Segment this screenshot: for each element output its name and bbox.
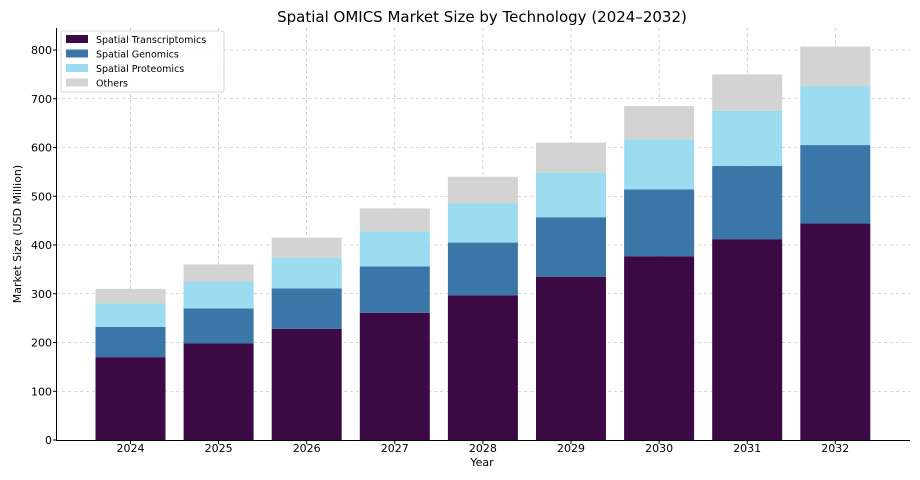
bar-segment-spatial-transcriptomics [800, 223, 871, 440]
legend-label: Spatial Transcriptomics [96, 35, 206, 46]
bar-segment-spatial-proteomics [536, 172, 606, 218]
x-tick-label: 2032 [821, 442, 849, 455]
bar-segment-spatial-transcriptomics [447, 295, 518, 440]
y-tick-label: 200 [31, 337, 52, 350]
bar-segment-others [183, 264, 254, 282]
bar-segment-spatial-transcriptomics [359, 312, 430, 440]
bar-segment-spatial-genomics [624, 189, 695, 257]
bar-segment-others [712, 74, 783, 111]
bar-segment-others [800, 46, 871, 87]
bar-segment-spatial-genomics [536, 217, 606, 277]
bar-segment-spatial-proteomics [624, 139, 695, 190]
chart-title: Spatial OMICS Market Size by Technology … [277, 8, 687, 26]
x-tick-label: 2029 [557, 442, 585, 455]
y-tick-label: 700 [31, 93, 52, 106]
bar-segment-spatial-transcriptomics [624, 256, 695, 440]
y-tick-label: 300 [31, 288, 52, 301]
y-tick-labels: 0 100 200 300 400 500 600 700 800 [31, 44, 56, 447]
bar-segment-spatial-genomics [712, 166, 783, 240]
bar-segment-spatial-genomics [271, 288, 342, 329]
legend-swatch [66, 78, 88, 87]
bar-segment-spatial-proteomics [712, 110, 783, 167]
bar-segment-spatial-transcriptomics [183, 343, 254, 440]
bar-segment-spatial-proteomics [271, 257, 342, 289]
legend-label: Spatial Genomics [96, 50, 179, 61]
bar-segment-others [447, 176, 518, 204]
x-tick-labels: 2024 2025 2026 2027 2028 2029 2030 2031 2032 [117, 440, 849, 455]
bar-segment-spatial-proteomics [183, 281, 254, 309]
bar-segment-spatial-transcriptomics [536, 276, 606, 440]
x-tick-label: 2027 [381, 442, 409, 455]
y-tick-label: 800 [31, 44, 52, 57]
bar-segment-others [95, 288, 166, 304]
bar-segment-spatial-transcriptomics [712, 239, 783, 440]
bar-segment-others [271, 237, 342, 258]
y-tick-label: 500 [31, 190, 52, 203]
bar-segment-spatial-proteomics [800, 86, 871, 146]
bar-segment-spatial-genomics [359, 266, 430, 313]
bar-segment-spatial-genomics [183, 308, 254, 344]
y-tick-label: 100 [31, 385, 52, 398]
bar-layer [95, 46, 871, 440]
bar-segment-others [359, 208, 430, 232]
bar-segment-spatial-proteomics [359, 231, 430, 267]
x-tick-label: 2025 [205, 442, 233, 455]
bar-segment-others [536, 142, 606, 173]
x-tick-label: 2026 [293, 442, 321, 455]
x-tick-label: 2030 [645, 442, 673, 455]
bar-segment-spatial-genomics [447, 242, 518, 296]
y-tick-label: 400 [31, 239, 52, 252]
y-tick-label: 0 [45, 434, 52, 447]
legend-swatch [66, 35, 88, 43]
x-axis-label: Year [469, 456, 494, 469]
legend: Spatial Transcriptomics Spatial Genomics S… [60, 30, 225, 93]
bar-segment-others [624, 106, 695, 140]
legend-frame [60, 30, 225, 93]
legend-swatch [66, 64, 88, 72]
bar-segment-spatial-proteomics [447, 203, 518, 243]
y-tick-label: 600 [31, 142, 52, 155]
bar-segment-spatial-genomics [800, 145, 871, 224]
x-tick-label: 2028 [469, 442, 497, 455]
y-axis-label: Market Size (USD Million) [11, 165, 24, 303]
bar-segment-spatial-genomics [95, 326, 166, 358]
legend-label: Others [96, 79, 128, 90]
legend-swatch [66, 49, 88, 58]
bar-segment-spatial-transcriptomics [271, 328, 342, 440]
legend-label: Spatial Proteomics [96, 64, 184, 75]
bar-segment-spatial-transcriptomics [95, 357, 166, 440]
x-tick-label: 2031 [733, 442, 761, 455]
bar-segment-spatial-proteomics [95, 303, 166, 327]
x-tick-label: 2024 [117, 442, 145, 455]
